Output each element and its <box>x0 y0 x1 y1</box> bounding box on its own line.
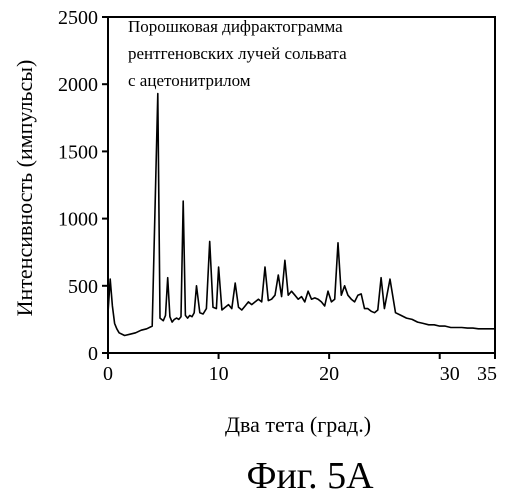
y-tick-label: 2000 <box>58 74 98 96</box>
x-axis-title: Два тета (град.) <box>225 412 371 437</box>
y-axis-title: Интенсивность (импульсы) <box>12 60 37 317</box>
y-tick-label: 500 <box>68 276 98 298</box>
x-tick-label: 10 <box>209 363 229 385</box>
y-tick-label: 1500 <box>58 141 98 163</box>
x-tick-label: 30 <box>440 363 460 385</box>
chart-annotation: Порошковая дифрактограмма рентгеновских … <box>128 17 347 90</box>
figure-caption: Фиг. 5А <box>246 455 374 497</box>
annotation-line-1: Порошковая дифрактограмма <box>128 17 343 36</box>
y-tick-label: 2500 <box>58 7 98 29</box>
plot-frame <box>107 16 496 354</box>
x-tick-label: 0 <box>103 363 113 385</box>
y-tick-label: 0 <box>88 343 98 365</box>
x-tick-label: 20 <box>319 363 339 385</box>
y-tick-label: 1000 <box>58 209 98 231</box>
y-axis-ticks: 0 500 1000 1500 2000 2500 <box>58 7 108 365</box>
annotation-line-3: с ацетонитрилом <box>128 71 251 90</box>
x-tick-label: 35 <box>477 363 497 385</box>
series-line <box>107 92 495 337</box>
x-axis-ticks: 0 10 20 30 35 <box>103 353 497 385</box>
annotation-line-2: рентгеновских лучей сольвата <box>128 44 347 63</box>
